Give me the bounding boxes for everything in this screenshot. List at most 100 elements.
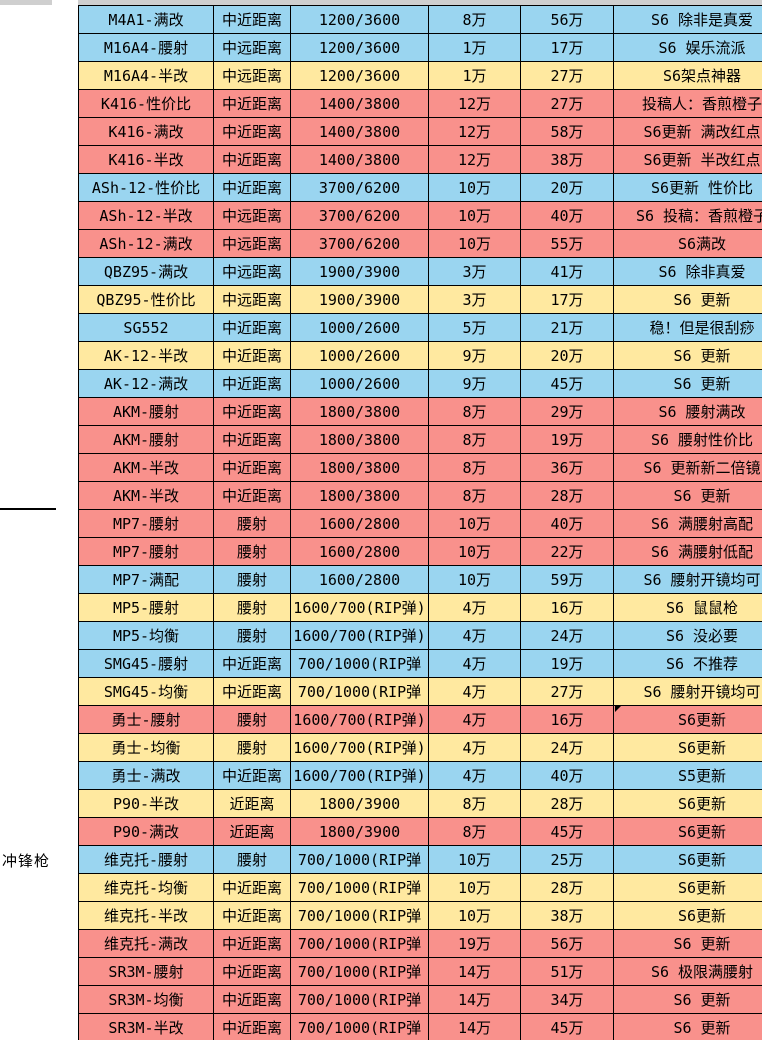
comment-cell[interactable]: S6更新 性价比 [614,174,762,202]
mod-cost-cell[interactable]: 10万 [429,510,521,538]
range-type-cell[interactable]: 中远距离 [214,258,291,286]
range-type-cell[interactable]: 中近距离 [214,174,291,202]
total-cost-cell[interactable]: 20万 [521,174,614,202]
range-type-cell[interactable]: 中远距离 [214,34,291,62]
comment-cell[interactable]: S6 更新 [614,482,762,510]
ammo-price-cell[interactable]: 1900/3900 [291,286,429,314]
comment-cell[interactable]: S6更新 [614,846,762,874]
ammo-price-cell[interactable]: 1800/3800 [291,482,429,510]
ammo-price-cell[interactable]: 1800/3800 [291,426,429,454]
ammo-price-cell[interactable]: 700/1000(RIP弹 [291,650,429,678]
weapon-name-cell[interactable]: MP5-均衡 [79,622,214,650]
total-cost-cell[interactable]: 20万 [521,342,614,370]
total-cost-cell[interactable]: 40万 [521,202,614,230]
mod-cost-cell[interactable]: 4万 [429,594,521,622]
comment-cell[interactable]: S6更新 半改红点 [614,146,762,174]
range-type-cell[interactable]: 中远距离 [214,230,291,258]
comment-cell[interactable]: S6 满腰射低配 [614,538,762,566]
mod-cost-cell[interactable]: 4万 [429,622,521,650]
range-type-cell[interactable]: 中远距离 [214,62,291,90]
total-cost-cell[interactable]: 28万 [521,874,614,902]
comment-cell[interactable]: S6 鼠鼠枪 [614,594,762,622]
ammo-price-cell[interactable]: 1800/3900 [291,790,429,818]
ammo-price-cell[interactable]: 1900/3900 [291,258,429,286]
weapon-name-cell[interactable]: M16A4-腰射 [79,34,214,62]
weapon-name-cell[interactable]: AKM-腰射 [79,398,214,426]
ammo-price-cell[interactable]: 700/1000(RIP弹 [291,846,429,874]
range-type-cell[interactable]: 中近距离 [214,930,291,958]
ammo-price-cell[interactable]: 700/1000(RIP弹 [291,874,429,902]
ammo-price-cell[interactable]: 1200/3600 [291,6,429,34]
total-cost-cell[interactable]: 17万 [521,34,614,62]
range-type-cell[interactable]: 腰射 [214,846,291,874]
weapon-name-cell[interactable]: AK-12-满改 [79,370,214,398]
mod-cost-cell[interactable]: 12万 [429,118,521,146]
range-type-cell[interactable]: 中近距离 [214,762,291,790]
comment-cell[interactable]: S6 极限满腰射 [614,958,762,986]
mod-cost-cell[interactable]: 8万 [429,6,521,34]
total-cost-cell[interactable]: 40万 [521,510,614,538]
ammo-price-cell[interactable]: 3700/6200 [291,230,429,258]
ammo-price-cell[interactable]: 1600/700(RIP弹) [291,734,429,762]
range-type-cell[interactable]: 中近距离 [214,958,291,986]
ammo-price-cell[interactable]: 1400/3800 [291,146,429,174]
range-type-cell[interactable]: 腰射 [214,510,291,538]
comment-cell[interactable]: S6更新 [614,902,762,930]
mod-cost-cell[interactable]: 8万 [429,482,521,510]
weapon-name-cell[interactable]: AKM-腰射 [79,426,214,454]
total-cost-cell[interactable]: 41万 [521,258,614,286]
mod-cost-cell[interactable]: 4万 [429,706,521,734]
range-type-cell[interactable]: 腰射 [214,538,291,566]
mod-cost-cell[interactable]: 3万 [429,286,521,314]
ammo-price-cell[interactable]: 3700/6200 [291,174,429,202]
weapon-name-cell[interactable]: QBZ95-性价比 [79,286,214,314]
weapon-name-cell[interactable]: 勇士-满改 [79,762,214,790]
range-type-cell[interactable]: 中近距离 [214,874,291,902]
total-cost-cell[interactable]: 56万 [521,930,614,958]
mod-cost-cell[interactable]: 8万 [429,454,521,482]
category-cell-smg[interactable]: 冲锋枪 [1,852,50,870]
total-cost-cell[interactable]: 22万 [521,538,614,566]
mod-cost-cell[interactable]: 19万 [429,930,521,958]
comment-cell[interactable]: S6 更新 [614,930,762,958]
total-cost-cell[interactable]: 17万 [521,286,614,314]
comment-cell[interactable]: S6 除非真爱 [614,258,762,286]
mod-cost-cell[interactable]: 10万 [429,874,521,902]
weapon-name-cell[interactable]: SR3M-半改 [79,1014,214,1040]
mod-cost-cell[interactable]: 1万 [429,34,521,62]
total-cost-cell[interactable]: 38万 [521,146,614,174]
weapon-name-cell[interactable]: ASh-12-半改 [79,202,214,230]
ammo-price-cell[interactable]: 1600/700(RIP弹) [291,706,429,734]
total-cost-cell[interactable]: 28万 [521,790,614,818]
range-type-cell[interactable]: 腰射 [214,734,291,762]
weapon-name-cell[interactable]: MP5-腰射 [79,594,214,622]
mod-cost-cell[interactable]: 9万 [429,342,521,370]
range-type-cell[interactable]: 中近距离 [214,986,291,1014]
ammo-price-cell[interactable]: 700/1000(RIP弹 [291,902,429,930]
range-type-cell[interactable]: 中近距离 [214,650,291,678]
total-cost-cell[interactable]: 58万 [521,118,614,146]
range-type-cell[interactable]: 中近距离 [214,482,291,510]
weapon-name-cell[interactable]: AK-12-半改 [79,342,214,370]
range-type-cell[interactable]: 腰射 [214,622,291,650]
comment-cell[interactable]: S6 没必要 [614,622,762,650]
comment-cell[interactable]: S6更新 [614,874,762,902]
mod-cost-cell[interactable]: 12万 [429,90,521,118]
comment-cell[interactable]: S6 腰射开镜均可 [614,566,762,594]
ammo-price-cell[interactable]: 700/1000(RIP弹 [291,930,429,958]
ammo-price-cell[interactable]: 1800/3800 [291,454,429,482]
mod-cost-cell[interactable]: 10万 [429,230,521,258]
ammo-price-cell[interactable]: 3700/6200 [291,202,429,230]
comment-cell[interactable]: S6 腰射性价比 [614,426,762,454]
total-cost-cell[interactable]: 25万 [521,846,614,874]
comment-cell[interactable]: S6 投稿：香煎橙子 [614,202,762,230]
range-type-cell[interactable]: 中近距离 [214,398,291,426]
weapon-name-cell[interactable]: 勇士-均衡 [79,734,214,762]
comment-cell[interactable]: S6 不推荐 [614,650,762,678]
weapon-name-cell[interactable]: M4A1-满改 [79,6,214,34]
comment-cell[interactable]: S6 除非是真爱 [614,6,762,34]
ammo-price-cell[interactable]: 1000/2600 [291,342,429,370]
ammo-price-cell[interactable]: 1600/2800 [291,510,429,538]
weapon-name-cell[interactable]: ASh-12-性价比 [79,174,214,202]
total-cost-cell[interactable]: 27万 [521,678,614,706]
